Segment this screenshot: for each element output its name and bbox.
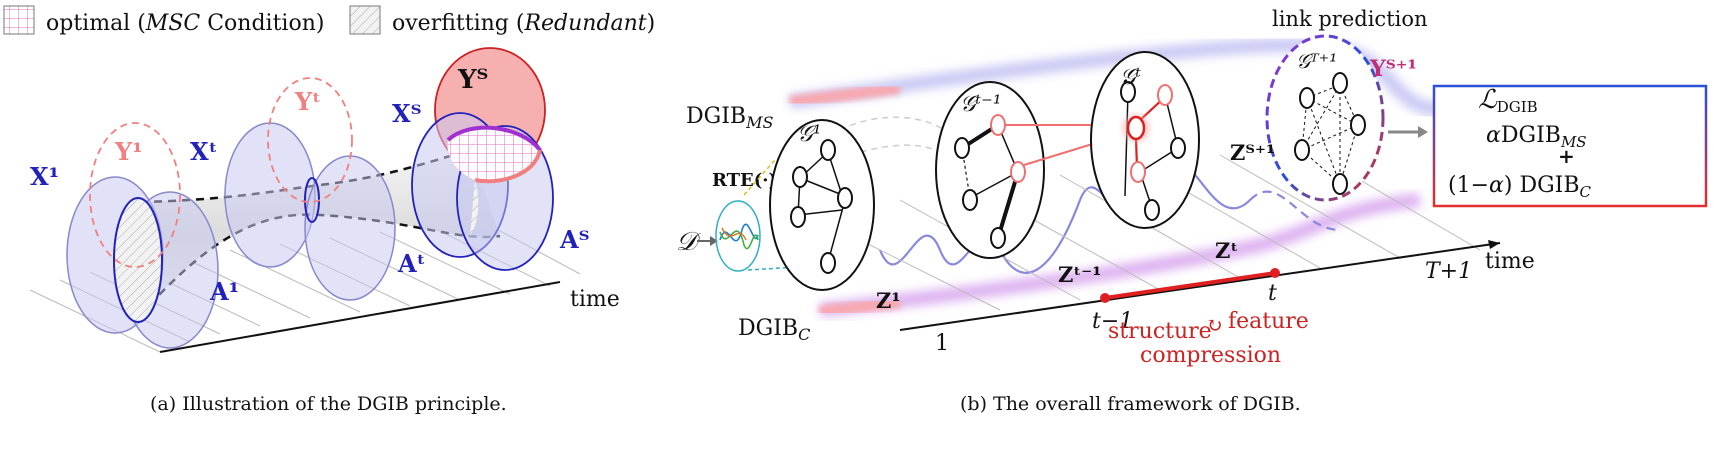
label-x1: X¹ xyxy=(30,162,59,191)
loss-line2: (1−α) DGIBC xyxy=(1448,173,1592,201)
label-zT1: Zᵀ⁺¹ xyxy=(1230,140,1275,165)
graph-gt-label: 𝒢ᵗ xyxy=(1120,65,1142,90)
tick-t-minus-1 xyxy=(1100,293,1110,303)
optimal-region xyxy=(447,127,540,182)
label-yT: Yᵀ xyxy=(457,65,488,95)
axis-arrowhead xyxy=(1488,240,1500,249)
label-aT: Aᵀ xyxy=(559,225,590,254)
legend-optimal-label: optimal (MSC Condition) xyxy=(46,11,324,36)
axis-label-time: time xyxy=(1485,249,1535,274)
tick-t xyxy=(1270,268,1280,278)
label-zt-1: Zᵗ⁻¹ xyxy=(1058,262,1101,287)
link-prediction-label: link prediction xyxy=(1272,7,1428,31)
axis-label-t: t xyxy=(1268,281,1277,306)
loss-arrowhead xyxy=(1418,126,1428,138)
ellipse-xt xyxy=(224,122,316,268)
legend-overfitting-label: overfitting (Redundant) xyxy=(392,11,655,36)
ellipse-y1 xyxy=(89,122,181,268)
feature-label: feature xyxy=(1228,309,1309,334)
axis-label-T-plus-1: T+1 xyxy=(1425,259,1472,284)
graph-gT1-label: 𝒢ᵀ⁺¹ xyxy=(1296,49,1337,73)
ms-flow-band xyxy=(788,37,1441,117)
structure-label: structure xyxy=(1108,319,1212,344)
rte-ellipse xyxy=(715,200,761,272)
dataset-arrowhead xyxy=(710,236,718,246)
left-time-axis xyxy=(159,281,561,353)
overlap-1 xyxy=(113,197,163,323)
graph-gt: 𝒢ᵗ xyxy=(1090,51,1200,229)
left-panel: time X¹ Y¹ A¹ Xᵗ Yᵗ Aᵗ Yᵀ Xᵀ Aᵀ (a) Illu… xyxy=(29,47,620,415)
loss-box xyxy=(1432,84,1708,208)
loss-plus: + xyxy=(1558,144,1575,168)
optimal-boundary-bottom xyxy=(474,149,542,184)
rte-label: RTE(·) xyxy=(712,170,777,191)
signal-dashed xyxy=(1249,190,1341,232)
ms-flow-start xyxy=(789,82,901,108)
overfit-region-T xyxy=(470,180,479,236)
left-caption: (a) Illustration of the DGIB principle. xyxy=(150,393,507,415)
label-at: Aᵗ xyxy=(397,249,426,278)
legend: optimal (MSC Condition) overfitting (Red… xyxy=(3,5,655,36)
rte-wave-blue xyxy=(719,223,759,242)
label-yT1: Yᵀ⁺¹ xyxy=(1369,56,1417,82)
graph-g1-label: 𝒢¹ xyxy=(797,122,821,147)
ellipse-yt xyxy=(267,77,353,203)
label-yt: Yᵗ xyxy=(294,87,321,116)
compression-label: compression xyxy=(1140,343,1281,368)
label-z1: Z¹ xyxy=(876,288,901,313)
c-flow-start xyxy=(819,296,901,318)
rte-connector-top xyxy=(743,159,776,196)
legend-overfitting-swatch xyxy=(349,5,381,35)
legend-optimal-swatch xyxy=(3,5,35,35)
optimal-boundary-top xyxy=(446,125,542,152)
graph-gt-1: 𝒢ᵗ⁻¹ xyxy=(935,81,1045,259)
axis-label-t-minus-1: t−1 xyxy=(1092,309,1133,334)
compression-segment xyxy=(1104,271,1276,300)
label-zt: Zᵗ xyxy=(1215,238,1238,263)
graph-gT1: 𝒢ᵀ⁺¹ xyxy=(1265,34,1385,202)
c-flow-band xyxy=(819,193,1421,317)
graph-gt-1-label: 𝒢ᵗ⁻¹ xyxy=(960,92,1002,117)
axis-label-1: 1 xyxy=(935,331,949,356)
right-time-axis xyxy=(899,242,1501,331)
graph-g1: 𝒢¹ xyxy=(769,116,961,291)
rte-wave-orange xyxy=(721,227,747,241)
label-y1: Y¹ xyxy=(114,137,143,166)
information-tube xyxy=(140,150,500,315)
dgib-c-label: DGIBC xyxy=(738,316,810,344)
rte-wave-green xyxy=(719,230,759,250)
dgib-ms-label: DGIBMS xyxy=(686,104,773,132)
ellipse-at xyxy=(304,155,396,301)
compression-cycle-icon: ↻ xyxy=(1206,313,1223,337)
label-a1: A¹ xyxy=(209,277,239,306)
label-xT: Xᵀ xyxy=(392,99,422,128)
right-panel: 1 t−1 t T+1 time structure ↻ feature com… xyxy=(676,7,1708,415)
left-time-label: time xyxy=(570,287,620,312)
right-caption: (b) The overall framework of DGIB. xyxy=(960,393,1301,415)
label-xt: Xᵗ xyxy=(190,137,218,166)
